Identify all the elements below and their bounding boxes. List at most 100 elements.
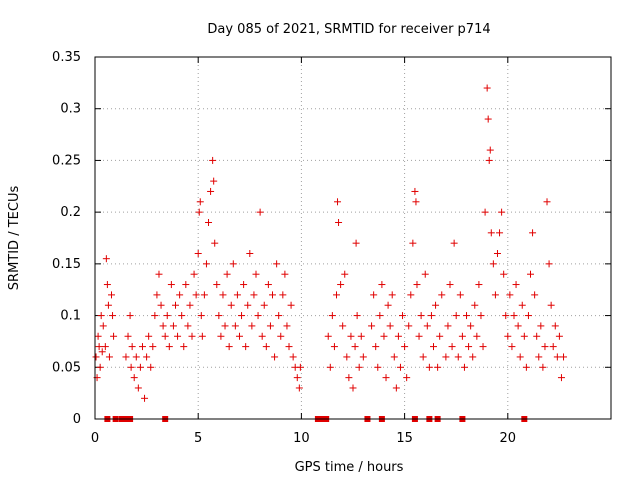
data-point (341, 270, 349, 278)
data-point (504, 332, 512, 340)
data-point (295, 384, 303, 392)
x-tick-label: 5 (194, 431, 202, 446)
data-point (394, 332, 402, 340)
data-point (413, 281, 421, 289)
data-point (339, 322, 347, 330)
data-point (434, 363, 442, 371)
data-point (506, 291, 514, 299)
data-point (382, 374, 390, 382)
data-point (347, 332, 355, 340)
data-point (141, 394, 149, 402)
data-point (229, 260, 237, 268)
data-point (452, 312, 460, 320)
data-point (165, 343, 173, 351)
data-point (334, 198, 342, 206)
data-point (345, 374, 353, 382)
data-point (448, 343, 456, 351)
data-point (545, 260, 553, 268)
y-tick-label: 0.35 (52, 50, 81, 65)
data-point (248, 322, 256, 330)
data-point (293, 374, 301, 382)
data-point (197, 312, 205, 320)
data-point (326, 363, 334, 371)
y-tick-label: 0.2 (60, 205, 81, 220)
data-point (405, 322, 413, 330)
data-point (555, 332, 563, 340)
data-point (502, 312, 510, 320)
data-point (200, 291, 208, 299)
data-point (524, 312, 532, 320)
data-point (105, 353, 113, 361)
data-point (264, 281, 272, 289)
x-tick-label: 20 (500, 431, 517, 446)
data-point (196, 198, 204, 206)
data-point (95, 343, 103, 351)
data-point (403, 374, 411, 382)
data-point (101, 343, 109, 351)
data-point (486, 146, 494, 154)
data-point (124, 332, 132, 340)
data-point (335, 218, 343, 226)
data-point (97, 312, 105, 320)
x-axis-label: GPS time / hours (295, 460, 404, 475)
data-point (460, 363, 468, 371)
data-point (256, 208, 264, 216)
data-point (357, 332, 365, 340)
data-point (450, 239, 458, 247)
data-point (281, 270, 289, 278)
data-point (522, 363, 530, 371)
data-point (543, 198, 551, 206)
data-point (510, 312, 518, 320)
data-point (285, 343, 293, 351)
data-point (235, 332, 243, 340)
data-point (535, 353, 543, 361)
data-point (467, 322, 475, 330)
data-point (254, 312, 262, 320)
data-point (138, 343, 146, 351)
data-point (151, 312, 159, 320)
data-point (412, 198, 420, 206)
data-point (421, 270, 429, 278)
data-point (537, 322, 545, 330)
data-point (415, 332, 423, 340)
data-point (157, 301, 165, 309)
data-point (155, 270, 163, 278)
data-point (432, 301, 440, 309)
y-tick-label: 0 (73, 412, 81, 427)
data-point (180, 343, 188, 351)
data-point (147, 363, 155, 371)
data-point (376, 312, 384, 320)
data-point (190, 270, 198, 278)
data-point (374, 363, 382, 371)
data-point (242, 343, 250, 351)
data-point (352, 239, 360, 247)
data-point (481, 208, 489, 216)
data-point (469, 353, 477, 361)
data-point (134, 384, 142, 392)
data-point (436, 332, 444, 340)
data-point (217, 332, 225, 340)
data-point (337, 281, 345, 289)
data-point (167, 281, 175, 289)
data-point (557, 374, 565, 382)
data-point (380, 332, 388, 340)
data-point (392, 384, 400, 392)
data-point (471, 301, 479, 309)
data-point (411, 187, 419, 195)
data-point (520, 332, 528, 340)
data-point (560, 353, 568, 361)
data-point (498, 208, 506, 216)
data-point (240, 281, 248, 289)
data-point (104, 301, 112, 309)
data-point (211, 239, 219, 247)
data-point (192, 291, 200, 299)
data-point (496, 229, 504, 237)
x-tick-label: 0 (91, 431, 99, 446)
data-point (279, 291, 287, 299)
data-point (108, 291, 116, 299)
data-point (399, 312, 407, 320)
data-point (225, 343, 233, 351)
data-point (500, 270, 508, 278)
data-point (122, 353, 130, 361)
